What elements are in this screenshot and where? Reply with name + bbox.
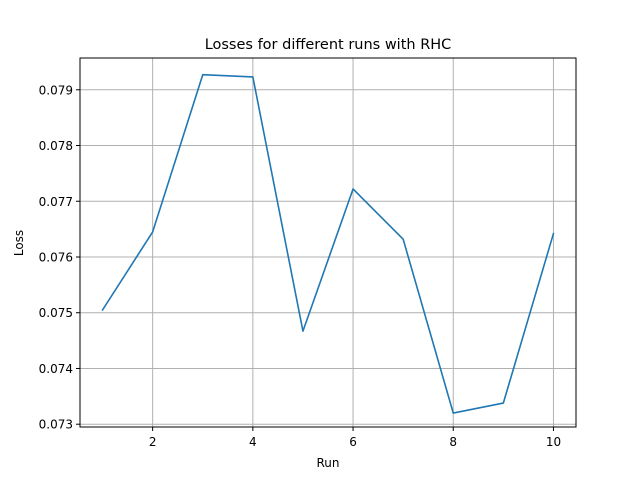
y-tick-label: 0.078 [39,139,73,153]
y-axis-label: Loss [12,230,26,256]
loss-series-line [101,73,555,414]
y-tick-label: 0.074 [39,362,73,376]
y-tick-label: 0.073 [39,418,73,432]
y-tick-label: 0.077 [39,195,73,209]
x-tick-label: 10 [546,435,561,449]
x-tick-label: 6 [349,435,357,449]
x-tick-label: 4 [249,435,257,449]
y-tick-label: 0.075 [39,306,73,320]
x-axis-label: Run [316,456,339,470]
axis-ticks: 2 4 6 8 10 0.073 0.074 0.075 0.076 0.077 0.078 0.07… [39,83,561,449]
y-tick-label: 0.079 [39,83,73,97]
series-layer [101,73,555,414]
x-tick-label: 8 [449,435,457,449]
grid-lines [80,58,576,427]
plot-frame [79,57,577,428]
chart-title: Losses for different runs with RHC [205,37,452,53]
x-tick-label: 2 [149,435,157,449]
y-tick-label: 0.076 [39,250,73,264]
